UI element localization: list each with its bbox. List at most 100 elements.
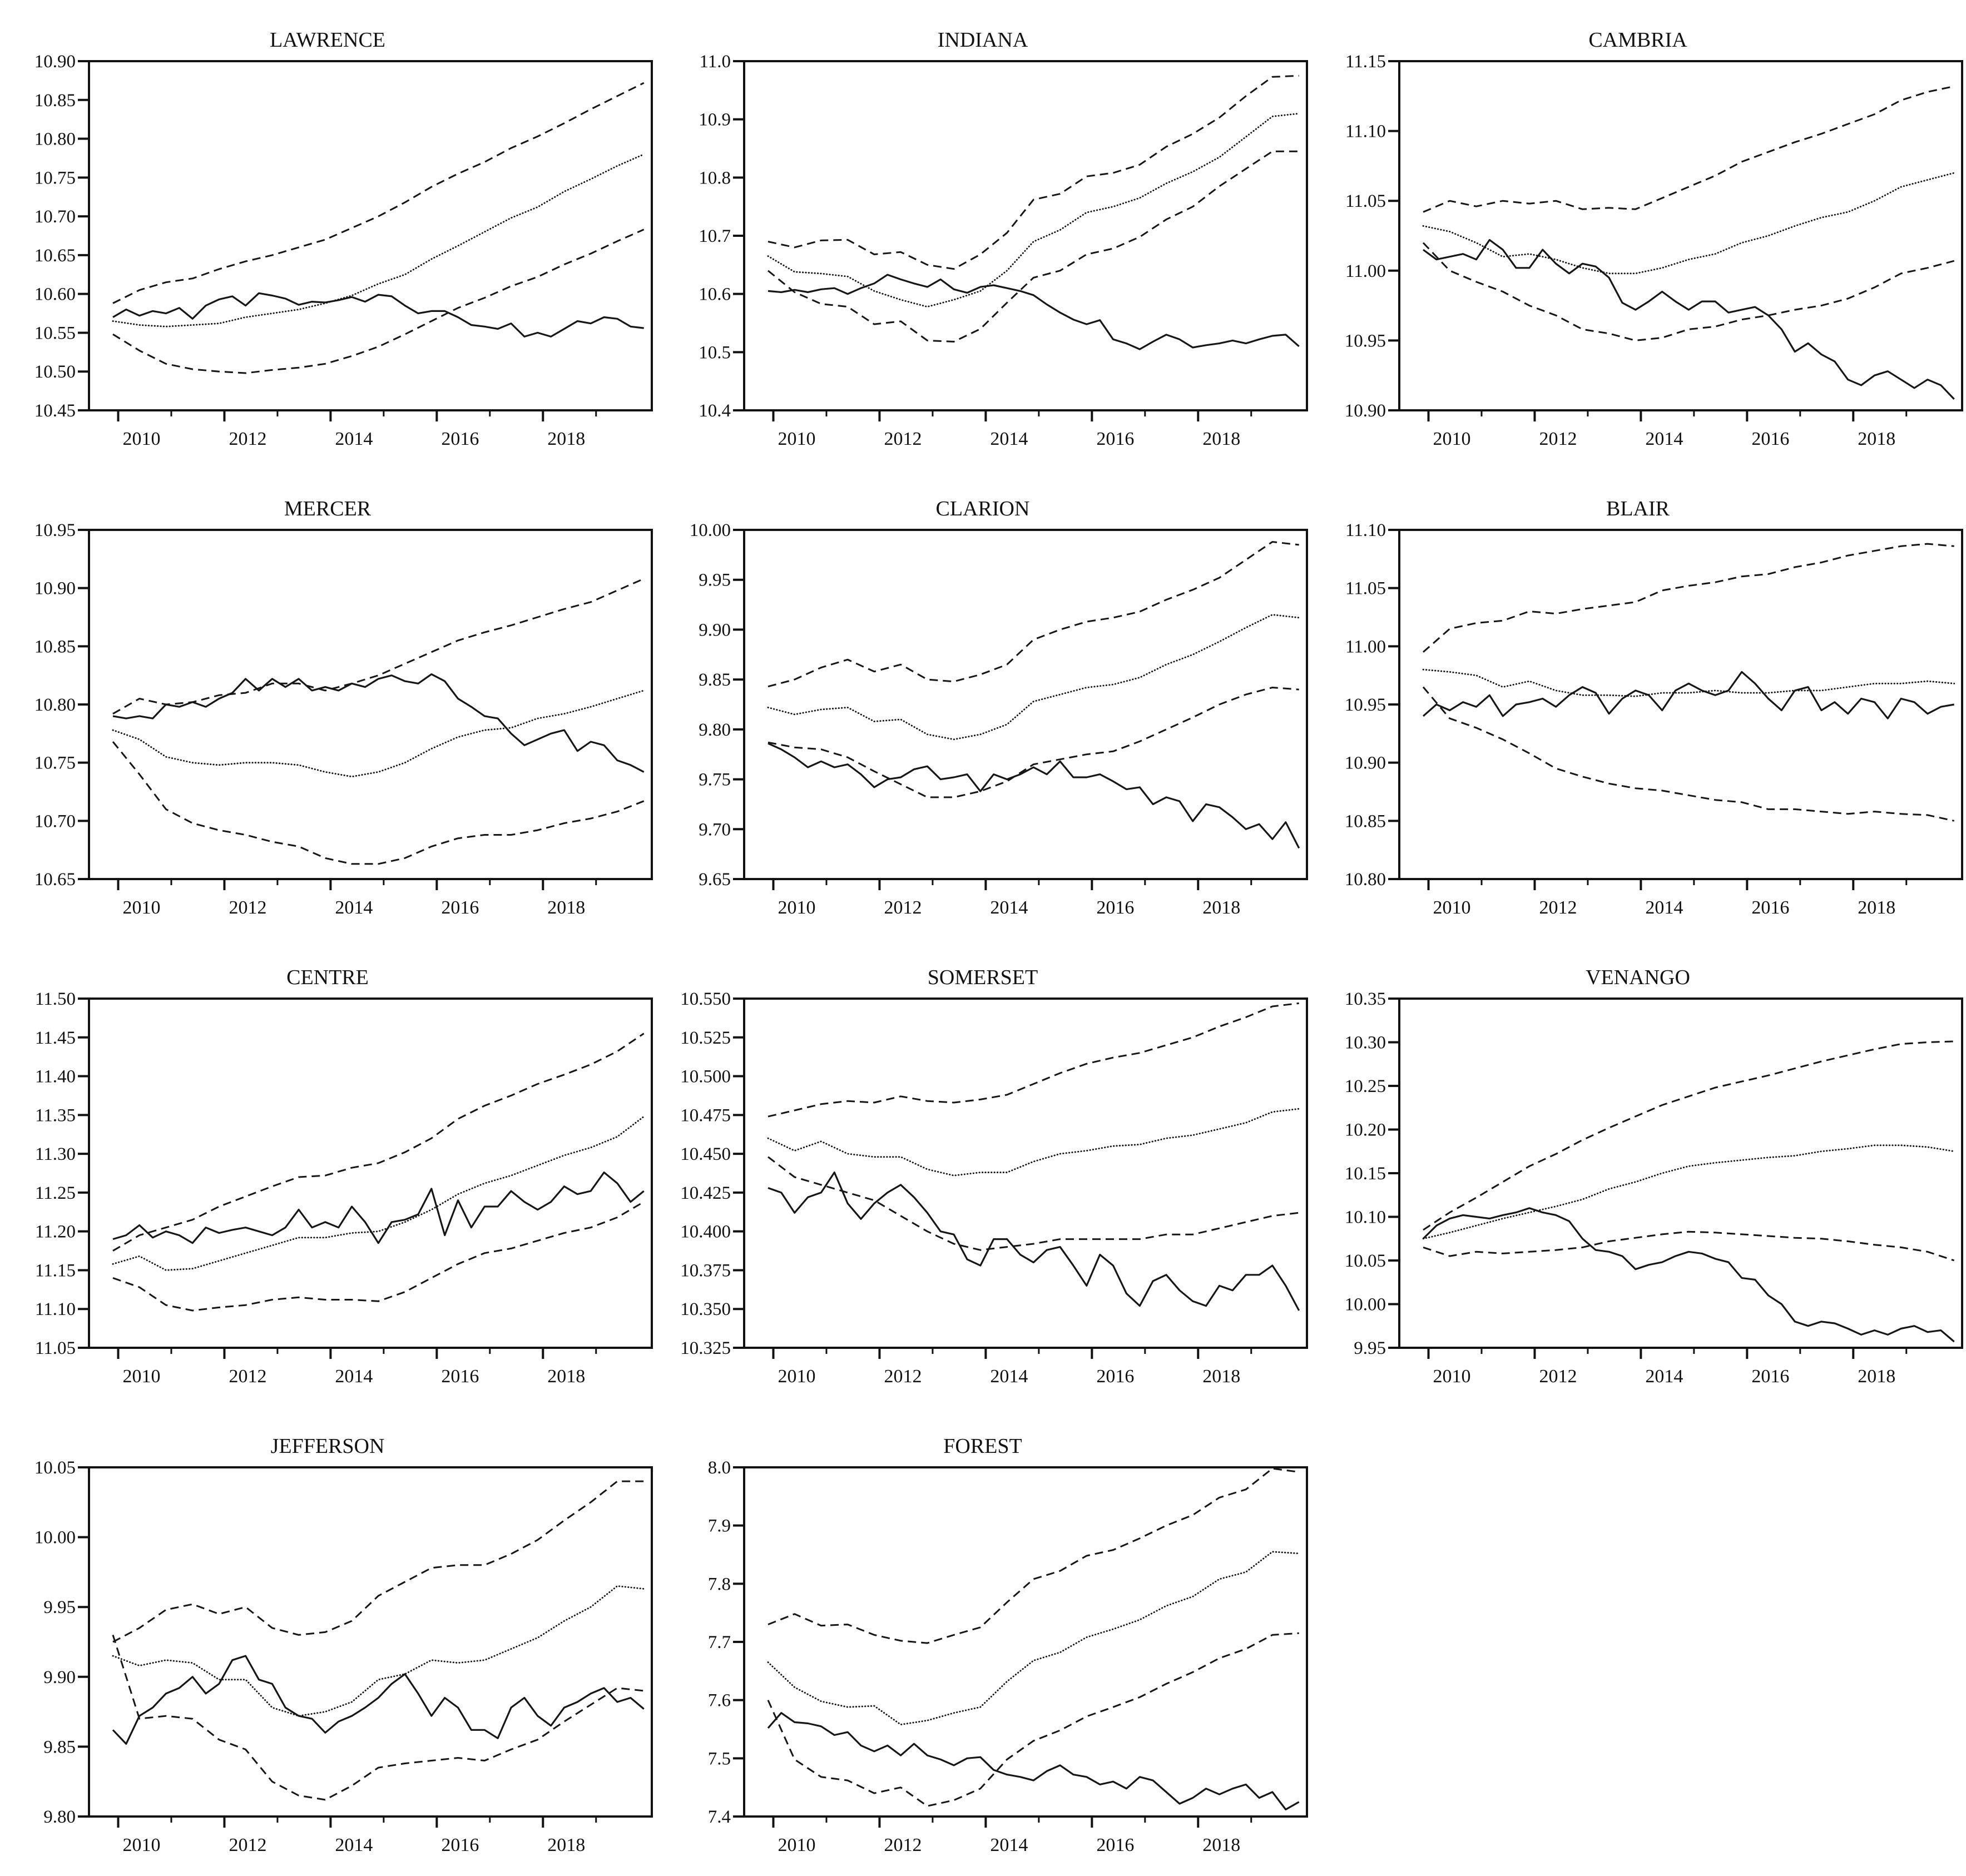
y-tick-label: 8.0 [708,1458,731,1478]
x-tick-label: 2010 [778,1366,816,1387]
x-tick-label: 2014 [335,1366,373,1387]
chart-centre: CENTRE 11.05 11.10 11.15 11.20 11.25 11.30 11.3… [35,966,653,1387]
y-tick-label: 10.90 [1345,401,1386,421]
series-solid-line [767,1172,1300,1311]
y-tick-label: 10.7 [699,226,731,246]
series-solid-line [1422,671,1954,719]
series-dotted-line [112,689,645,778]
chart-cell-cambria: CAMBRIA 10.90 10.95 11.00 11.05 11.10 11.15 201… [1310,0,1965,469]
y-tick-label: 11.00 [1345,637,1386,657]
x-tick-label: 2018 [547,897,585,918]
x-tick-label: 2010 [1433,429,1471,449]
y-tick-label: 10.475 [680,1105,731,1125]
series-solid-line [1422,1207,1955,1343]
chart-cell-jefferson: JEFFERSON 9.80 9.85 9.90 9.95 10.00 10.05 2010 2… [0,1406,655,1875]
x-tick-label: 2014 [1645,897,1683,918]
y-tick-label: 9.85 [43,1737,76,1757]
empty-cell [1310,1406,1965,1875]
chart-title: BLAIR [1606,497,1670,520]
chart-title: INDIANA [938,28,1028,52]
y-tick-label: 10.10 [1345,1208,1386,1228]
series-dotted-line [767,614,1300,741]
series-dotted-line [1422,668,1955,697]
y-tick-label: 10.65 [34,870,76,890]
x-tick-label: 2012 [884,897,922,918]
y-tick-label: 11.05 [1345,579,1386,599]
x-tick-label: 2018 [1202,1366,1240,1387]
y-tick-label: 10.95 [1345,331,1386,351]
x-tick-label: 2018 [1202,429,1240,449]
y-tick-label: 10.525 [680,1028,731,1048]
chart-title: JEFFERSON [271,1435,385,1458]
series-dashed-upper-line [1423,85,1955,213]
x-tick-label: 2014 [990,897,1028,918]
chart-lawrence: LAWRENCE 10.45 10.50 10.55 10.60 10.65 10.70 10… [34,28,653,449]
y-tick-label: 10.75 [34,168,76,188]
y-tick-label: 10.80 [34,130,76,150]
y-tick-label: 9.90 [43,1667,76,1688]
y-tick-label: 10.00 [1345,1295,1386,1315]
x-tick-label: 2016 [1096,897,1134,918]
series-dashed-upper-line [112,82,645,304]
y-tick-label: 9.70 [699,820,731,840]
chart-mercer: MERCER 10.65 10.70 10.75 10.80 10.85 10.90 10.9… [34,497,653,918]
y-tick-label: 10.5 [699,343,731,363]
series-dashed-upper-line [112,1033,645,1252]
series-dashed-lower-line [112,229,645,374]
x-tick-label: 2016 [1751,897,1789,918]
y-tick-label: 10.90 [34,579,76,599]
chart-title: SOMERSET [928,966,1038,989]
y-tick-label: 11.25 [35,1183,76,1203]
series-dashed-lower-line [112,1634,644,1801]
chart-cell-lawrence: LAWRENCE 10.45 10.50 10.55 10.60 10.65 10.70 10… [0,0,655,469]
series-dashed-lower-line [1423,1230,1955,1262]
chart-somerset: SOMERSET 10.325 10.350 10.375 10.400 10.425 10… [680,966,1308,1387]
y-tick-label: 7.8 [708,1574,731,1594]
x-tick-label: 2010 [123,1835,161,1855]
series-dotted-line [1422,172,1955,275]
y-tick-label: 10.50 [34,362,76,382]
y-tick-label: 10.65 [34,246,76,266]
series-dashed-upper-line [1423,1040,1954,1231]
x-tick-label: 2010 [123,1366,161,1387]
series-solid-line [767,1712,1300,1810]
y-tick-label: 10.00 [690,520,731,540]
y-tick-label: 9.95 [43,1597,76,1617]
x-tick-label: 2018 [547,1835,585,1855]
x-tick-label: 2018 [1202,897,1240,918]
series-solid-line [112,673,645,773]
x-tick-label: 2018 [547,1366,585,1387]
y-tick-label: 10.00 [34,1528,76,1548]
x-tick-label: 2010 [123,429,161,449]
series-solid-line [112,1172,645,1244]
y-tick-label: 10.25 [1345,1076,1386,1096]
plot-box [743,997,1308,1349]
series-dotted-line [112,1115,645,1271]
y-tick-label: 9.80 [43,1807,76,1827]
x-tick-label: 2018 [1858,1366,1895,1387]
y-tick-label: 11.0 [699,52,731,72]
chart-title: VENANGO [1586,966,1690,989]
x-tick-label: 2016 [1751,429,1789,449]
x-tick-label: 2012 [884,1366,922,1387]
y-tick-label: 10.95 [34,520,76,540]
series-dashed-upper-line [767,1002,1299,1118]
x-tick-label: 2012 [884,429,922,449]
series-dashed-upper-line [112,578,645,715]
y-tick-label: 11.40 [35,1067,76,1087]
series-dashed-lower-line [767,150,1299,343]
y-tick-label: 10.20 [1345,1120,1386,1140]
chart-forest: FOREST 7.4 7.5 7.6 7.7 7.8 7.9 8.0 2010 2012 2014 2… [708,1435,1308,1855]
y-tick-label: 11.20 [35,1222,76,1242]
chart-cell-indiana: INDIANA 10.4 10.5 10.6 10.7 10.8 10.9 11.0 2010 2… [655,0,1310,469]
y-tick-label: 11.45 [35,1028,76,1048]
x-tick-label: 2014 [990,429,1028,449]
series-dashed-lower-line [767,687,1299,798]
x-tick-label: 2012 [229,1366,266,1387]
plot-box [743,529,1308,880]
y-tick-label: 10.450 [680,1144,731,1164]
y-tick-label: 11.05 [35,1338,76,1358]
y-tick-label: 10.4 [699,401,731,421]
y-tick-label: 10.350 [680,1299,731,1319]
y-tick-label: 11.15 [35,1260,76,1281]
